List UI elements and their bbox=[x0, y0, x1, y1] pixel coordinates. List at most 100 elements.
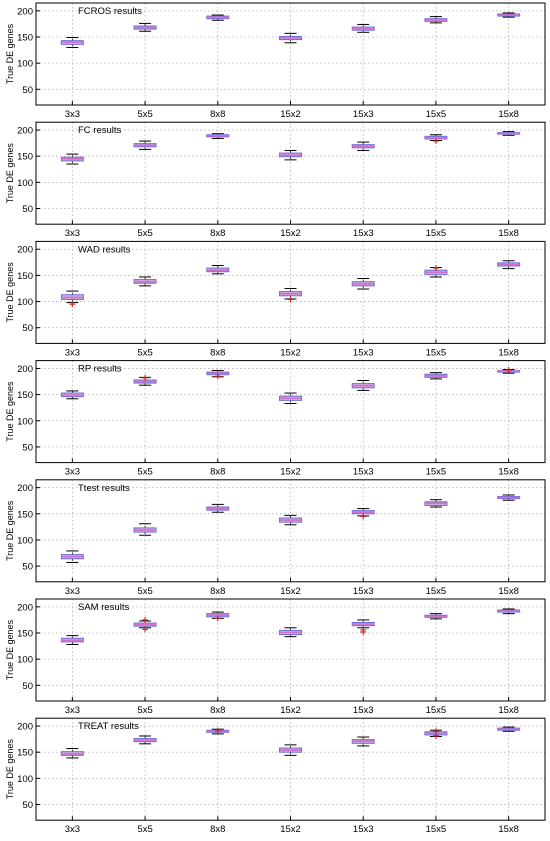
box-5x5 bbox=[133, 276, 157, 287]
chart-panel-1: 50 100 150 200 3x3 5x5 8x8 15x2 15x3 15x5 15x8 True… bbox=[5, 2, 546, 120]
box-8x8 bbox=[206, 14, 230, 21]
x-tick-label: 3x3 bbox=[65, 109, 80, 120]
x-tick-label: 5x5 bbox=[137, 705, 152, 716]
y-tick-label: 200 bbox=[17, 245, 33, 256]
x-tick-label: 15x8 bbox=[498, 347, 519, 358]
box-15x8 bbox=[497, 367, 521, 374]
box-15x8 bbox=[497, 12, 521, 18]
x-tick-label: 15x8 bbox=[498, 109, 519, 120]
x-tick-label: 5x5 bbox=[137, 228, 152, 239]
y-axis-label: True DE genes bbox=[5, 500, 15, 561]
chart-panel-5: 50 100 150 200 3x3 5x5 8x8 15x2 15x3 15x5 15x8 True… bbox=[5, 479, 546, 597]
x-tick-label: 15x3 bbox=[353, 824, 374, 835]
x-tick-label: 5x5 bbox=[137, 824, 152, 835]
chart-title: FCROS results bbox=[78, 6, 142, 17]
box-8x8 bbox=[206, 133, 230, 139]
x-tick-label: 15x2 bbox=[280, 467, 301, 478]
x-tick-label: 15x8 bbox=[498, 586, 519, 597]
y-tick-label: 50 bbox=[22, 204, 33, 215]
box-15x3 bbox=[351, 736, 375, 747]
x-tick-label: 15x3 bbox=[353, 228, 374, 239]
box-15x5 bbox=[424, 134, 448, 145]
x-tick-label: 15x3 bbox=[353, 347, 374, 358]
box-3x3 bbox=[60, 153, 84, 165]
x-tick-label: 15x5 bbox=[426, 228, 447, 239]
box-8x8 bbox=[206, 264, 230, 275]
x-tick-label: 15x5 bbox=[426, 824, 447, 835]
box-5x5 bbox=[133, 523, 157, 536]
box-15x3 bbox=[351, 23, 375, 33]
x-tick-label: 15x3 bbox=[353, 586, 374, 597]
x-tick-label: 15x3 bbox=[353, 467, 374, 478]
y-tick-label: 200 bbox=[17, 6, 33, 17]
box-8x8 bbox=[206, 370, 230, 380]
box-15x3 bbox=[351, 379, 375, 391]
y-tick-label: 100 bbox=[17, 535, 33, 546]
x-tick-label: 8x8 bbox=[210, 109, 225, 120]
box-3x3 bbox=[60, 635, 84, 646]
x-tick-label: 3x3 bbox=[65, 347, 80, 358]
box-15x2 bbox=[279, 392, 302, 404]
chart-title: RP results bbox=[78, 364, 122, 375]
x-tick-label: 5x5 bbox=[137, 586, 152, 597]
y-tick-label: 150 bbox=[17, 629, 33, 640]
box-15x3 bbox=[351, 141, 375, 151]
box-15x8 bbox=[497, 131, 521, 136]
x-tick-label: 15x2 bbox=[280, 228, 301, 239]
box-5x5 bbox=[133, 374, 157, 386]
chart-panel-2: 50 100 150 200 3x3 5x5 8x8 15x2 15x3 15x5 15x8 True… bbox=[5, 121, 546, 239]
x-tick-label: 15x2 bbox=[280, 705, 301, 716]
y-axis-label: True DE genes bbox=[5, 23, 15, 84]
y-tick-label: 200 bbox=[17, 126, 33, 137]
box-15x3 bbox=[351, 278, 375, 290]
box-15x5 bbox=[424, 728, 448, 739]
box-15x2 bbox=[279, 287, 302, 303]
box-15x5 bbox=[424, 16, 448, 24]
box-15x5 bbox=[424, 372, 448, 380]
y-tick-label: 50 bbox=[22, 85, 33, 96]
x-tick-label: 8x8 bbox=[210, 824, 225, 835]
box-3x3 bbox=[60, 37, 84, 48]
box-15x5 bbox=[424, 265, 448, 278]
box-15x2 bbox=[279, 149, 302, 161]
chart-panel-7: 50 100 150 200 3x3 5x5 8x8 15x2 15x3 15x5 15x8 True… bbox=[5, 717, 546, 835]
box-15x2 bbox=[279, 32, 302, 44]
x-tick-label: 3x3 bbox=[65, 228, 80, 239]
y-tick-label: 100 bbox=[17, 655, 33, 666]
box-15x2 bbox=[279, 514, 302, 526]
chart-title: TREAT results bbox=[78, 721, 139, 732]
y-tick-label: 100 bbox=[17, 297, 33, 308]
y-tick-label: 150 bbox=[17, 33, 33, 44]
y-tick-label: 50 bbox=[22, 323, 33, 334]
x-tick-label: 15x5 bbox=[426, 467, 447, 478]
box-3x3 bbox=[60, 550, 84, 563]
x-tick-label: 15x8 bbox=[498, 824, 519, 835]
y-tick-label: 150 bbox=[17, 271, 33, 282]
y-axis-label: True DE genes bbox=[5, 262, 15, 323]
chart-panel-6: 50 100 150 200 3x3 5x5 8x8 15x2 15x3 15x5 15x8 True… bbox=[5, 598, 546, 716]
chart-title: WAD results bbox=[78, 244, 131, 255]
y-tick-label: 50 bbox=[22, 800, 33, 811]
y-tick-label: 150 bbox=[17, 748, 33, 759]
x-tick-label: 15x2 bbox=[280, 347, 301, 358]
y-tick-label: 100 bbox=[17, 774, 33, 785]
x-tick-label: 15x5 bbox=[426, 705, 447, 716]
y-tick-label: 100 bbox=[17, 416, 33, 427]
x-tick-label: 8x8 bbox=[210, 228, 225, 239]
box-15x3 bbox=[351, 619, 375, 635]
chart-panel-3: 50 100 150 200 3x3 5x5 8x8 15x2 15x3 15x5 15x8 True… bbox=[5, 240, 546, 358]
y-tick-label: 50 bbox=[22, 562, 33, 573]
x-tick-label: 3x3 bbox=[65, 824, 80, 835]
box-15x8 bbox=[497, 494, 521, 501]
x-tick-label: 5x5 bbox=[137, 109, 152, 120]
x-tick-label: 15x5 bbox=[426, 347, 447, 358]
box-5x5 bbox=[133, 140, 157, 150]
box-15x5 bbox=[424, 499, 448, 508]
x-tick-label: 8x8 bbox=[210, 705, 225, 716]
y-tick-label: 200 bbox=[17, 364, 33, 375]
box-5x5 bbox=[133, 22, 157, 32]
x-tick-label: 3x3 bbox=[65, 705, 80, 716]
y-axis-label: True DE genes bbox=[5, 739, 15, 800]
